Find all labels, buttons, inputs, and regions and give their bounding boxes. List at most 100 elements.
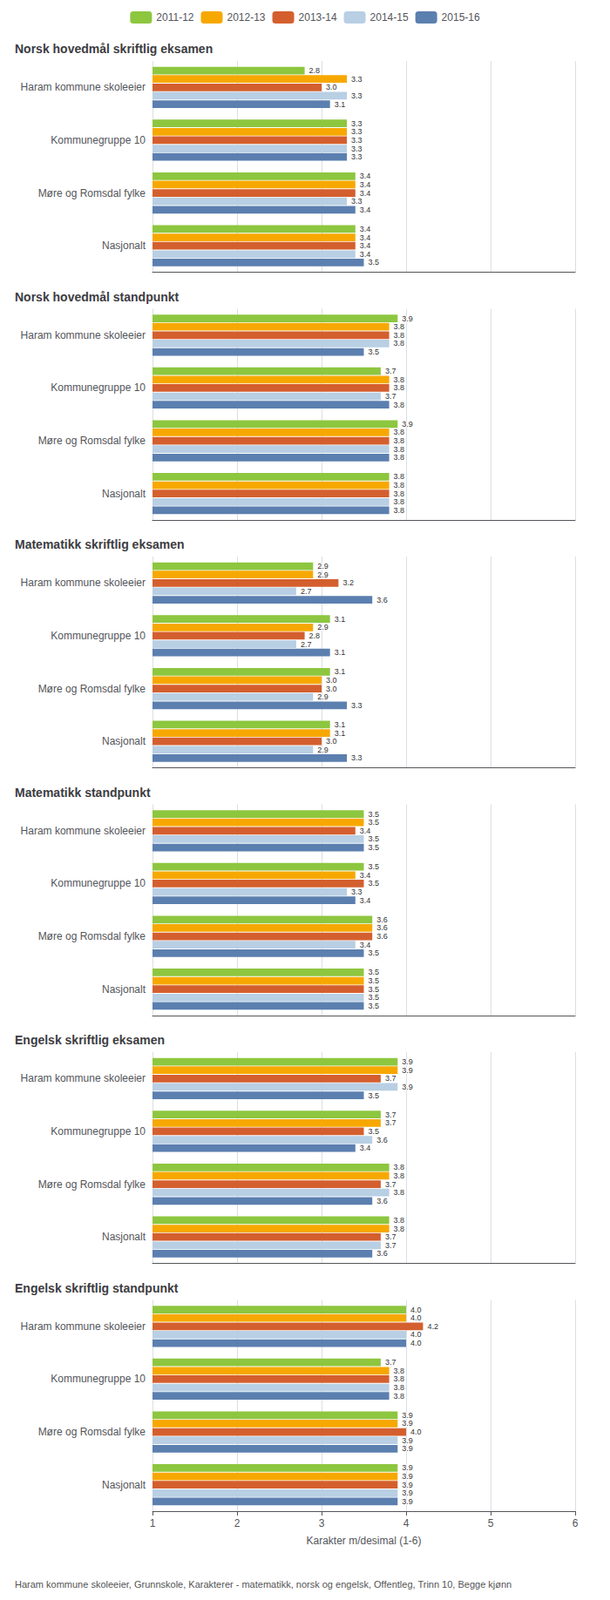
svg-text:3.4: 3.4 <box>359 180 372 190</box>
svg-text:3.7: 3.7 <box>385 1118 397 1128</box>
svg-text:Haram kommune skoleeier: Haram kommune skoleeier <box>20 1321 146 1334</box>
svg-text:3.8: 3.8 <box>393 1392 406 1402</box>
svg-text:3.5: 3.5 <box>368 985 380 995</box>
svg-text:Haram kommune skoleeier: Haram kommune skoleeier <box>20 1072 146 1085</box>
svg-text:Karakter m/desimal (1-6): Karakter m/desimal (1-6) <box>305 1535 421 1548</box>
svg-text:3.3: 3.3 <box>351 74 363 84</box>
svg-text:3.8: 3.8 <box>393 331 406 340</box>
svg-text:3.8: 3.8 <box>393 1216 406 1226</box>
svg-text:3.7: 3.7 <box>385 1111 397 1120</box>
svg-text:2012-13: 2012-13 <box>226 11 265 24</box>
svg-text:Haram kommune skoleeier: Haram kommune skoleeier <box>20 81 146 94</box>
svg-text:Nasjonalt: Nasjonalt <box>101 735 147 748</box>
svg-text:3.5: 3.5 <box>368 968 380 977</box>
svg-text:Nasjonalt: Nasjonalt <box>101 1231 147 1244</box>
svg-text:3.4: 3.4 <box>359 941 372 950</box>
svg-text:2.8: 2.8 <box>309 66 321 75</box>
svg-text:3.3: 3.3 <box>351 144 363 154</box>
svg-text:3.3: 3.3 <box>351 887 363 897</box>
svg-text:3.1: 3.1 <box>334 648 346 658</box>
svg-text:3.4: 3.4 <box>359 250 372 259</box>
svg-text:Møre og Romsdal fylke: Møre og Romsdal fylke <box>38 1426 147 1439</box>
svg-text:Matematikk standpunkt: Matematikk standpunkt <box>14 786 151 800</box>
svg-text:2.7: 2.7 <box>300 640 312 650</box>
svg-text:2.8: 2.8 <box>309 631 321 641</box>
svg-text:3.7: 3.7 <box>385 366 397 376</box>
svg-text:3.9: 3.9 <box>401 314 414 324</box>
svg-text:3.9: 3.9 <box>401 1444 414 1454</box>
svg-text:3.7: 3.7 <box>385 1180 397 1190</box>
svg-text:3.1: 3.1 <box>334 615 346 624</box>
svg-text:3.0: 3.0 <box>325 737 338 746</box>
svg-text:Haram kommune skoleeier: Haram kommune skoleeier <box>20 329 146 342</box>
svg-text:Møre og Romsdal fylke: Møre og Romsdal fylke <box>38 1179 147 1192</box>
svg-text:Kommunegruppe 10: Kommunegruppe 10 <box>50 1373 146 1386</box>
svg-text:3.8: 3.8 <box>393 338 406 348</box>
svg-text:Engelsk skriftlig standpunkt: Engelsk skriftlig standpunkt <box>14 1281 179 1296</box>
svg-text:3.9: 3.9 <box>401 1411 414 1421</box>
svg-text:3.8: 3.8 <box>393 497 406 507</box>
svg-text:3.9: 3.9 <box>401 1497 414 1507</box>
svg-text:Kommunegruppe 10: Kommunegruppe 10 <box>50 381 146 394</box>
svg-text:3.8: 3.8 <box>393 427 406 437</box>
svg-text:3.0: 3.0 <box>325 684 338 694</box>
svg-text:3.4: 3.4 <box>359 205 372 215</box>
svg-text:3.8: 3.8 <box>393 1163 406 1173</box>
svg-text:3.5: 3.5 <box>368 810 380 820</box>
svg-text:2.9: 2.9 <box>317 562 329 571</box>
svg-text:3.7: 3.7 <box>385 1358 397 1368</box>
svg-text:3.5: 3.5 <box>368 948 380 958</box>
svg-text:1: 1 <box>149 1518 156 1531</box>
svg-text:5: 5 <box>488 1518 495 1531</box>
svg-text:3.5: 3.5 <box>368 347 380 357</box>
svg-text:3.2: 3.2 <box>342 578 354 588</box>
svg-text:3.0: 3.0 <box>325 676 338 685</box>
svg-text:3.8: 3.8 <box>393 481 406 490</box>
svg-text:3.3: 3.3 <box>351 753 363 763</box>
svg-text:3.8: 3.8 <box>393 472 406 482</box>
svg-text:Haram kommune skoleeier: Haram kommune skoleeier <box>20 576 146 590</box>
svg-text:3.7: 3.7 <box>385 392 397 401</box>
svg-text:3.8: 3.8 <box>393 400 406 410</box>
svg-text:Kommunegruppe 10: Kommunegruppe 10 <box>50 1125 146 1139</box>
svg-text:3.9: 3.9 <box>401 1083 414 1092</box>
svg-text:Kommunegruppe 10: Kommunegruppe 10 <box>50 877 146 890</box>
svg-text:Møre og Romsdal fylke: Møre og Romsdal fylke <box>38 434 147 448</box>
svg-text:3.7: 3.7 <box>385 1233 397 1242</box>
svg-text:Haram kommune skoleeier: Haram kommune skoleeier <box>20 825 146 838</box>
svg-text:Norsk hovedmål skriftlig eksam: Norsk hovedmål skriftlig eksamen <box>14 41 213 56</box>
svg-text:Kommunegruppe 10: Kommunegruppe 10 <box>50 134 146 147</box>
svg-text:3.8: 3.8 <box>393 1375 406 1384</box>
svg-text:3.5: 3.5 <box>368 1091 380 1101</box>
svg-text:2015-16: 2015-16 <box>441 11 481 24</box>
svg-text:3.8: 3.8 <box>393 1367 406 1376</box>
svg-text:3.3: 3.3 <box>351 196 363 206</box>
svg-text:Haram kommune skoleeier, Grunn: Haram kommune skoleeier, Grunnskole, Kar… <box>14 1579 512 1591</box>
svg-text:4.0: 4.0 <box>410 1306 422 1315</box>
svg-text:3.3: 3.3 <box>351 701 363 711</box>
svg-text:3.8: 3.8 <box>393 1172 406 1181</box>
svg-text:3.8: 3.8 <box>393 383 406 393</box>
svg-text:2.9: 2.9 <box>317 745 329 755</box>
svg-text:3.6: 3.6 <box>376 1136 388 1146</box>
svg-text:3.6: 3.6 <box>376 596 388 605</box>
svg-text:3: 3 <box>318 1518 326 1531</box>
svg-text:3.5: 3.5 <box>368 879 380 888</box>
svg-text:3.9: 3.9 <box>401 1419 414 1429</box>
svg-text:3.4: 3.4 <box>359 826 372 836</box>
svg-text:3.4: 3.4 <box>359 224 372 234</box>
svg-text:3.8: 3.8 <box>393 445 406 455</box>
svg-text:Nasjonalt: Nasjonalt <box>101 1479 147 1492</box>
svg-text:Møre og Romsdal fylke: Møre og Romsdal fylke <box>38 683 147 696</box>
svg-text:3.4: 3.4 <box>359 171 372 181</box>
svg-text:3.5: 3.5 <box>368 1127 380 1137</box>
svg-text:4.0: 4.0 <box>410 1314 422 1323</box>
svg-text:3.9: 3.9 <box>401 1481 414 1491</box>
svg-text:Engelsk skriftlig eksamen: Engelsk skriftlig eksamen <box>14 1033 165 1048</box>
svg-text:Norsk hovedmål standpunkt: Norsk hovedmål standpunkt <box>14 290 180 305</box>
svg-text:3.6: 3.6 <box>376 915 388 925</box>
svg-text:2.7: 2.7 <box>300 587 312 597</box>
svg-text:3.4: 3.4 <box>359 241 372 251</box>
svg-text:3.5: 3.5 <box>368 993 380 1003</box>
svg-text:3.3: 3.3 <box>351 152 363 162</box>
